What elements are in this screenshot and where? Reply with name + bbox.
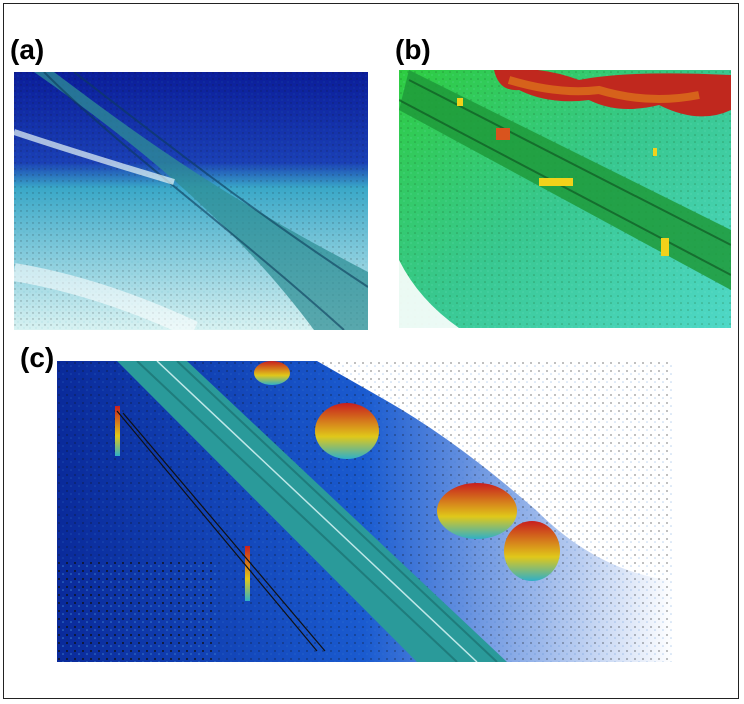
panel-c-image xyxy=(57,361,673,662)
panel-a-label: (a) xyxy=(10,34,45,65)
panel-b-image xyxy=(399,70,731,328)
panel-a-image xyxy=(14,72,368,330)
panel-b-label: (b) xyxy=(395,34,431,65)
panel-c-label: (c) xyxy=(20,342,55,373)
